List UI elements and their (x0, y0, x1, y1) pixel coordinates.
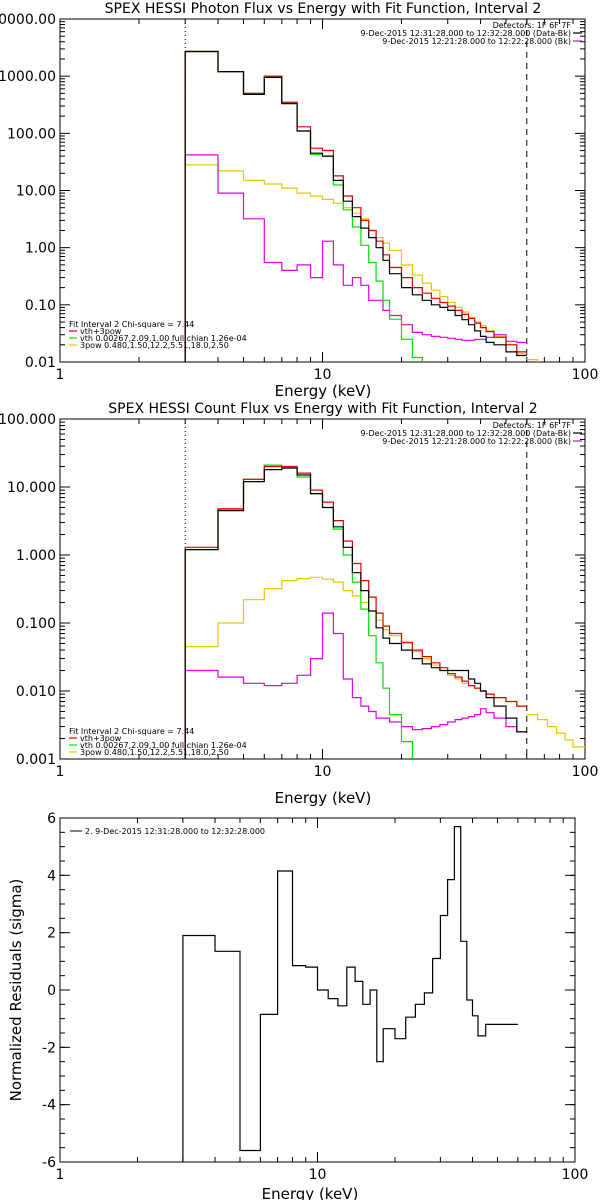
series-yellow-tail-line (526, 359, 539, 362)
series-green-line (184, 464, 413, 759)
legend-fit-interval: Fit Interval 2 Chi-square = 7.44 (69, 727, 194, 736)
panel1-title: SPEX HESSI Photon Flux vs Energy with Fi… (105, 1, 542, 17)
x-tick-label: 1 (56, 1167, 65, 1183)
series-group (184, 464, 585, 759)
y-tick-label: 1000.00 (0, 69, 56, 85)
series-black-line (182, 826, 518, 1162)
series-black-line (184, 467, 527, 759)
x-tick-label: 100 (572, 764, 599, 780)
series-yellow-line (184, 164, 527, 362)
y-tick-label: 1.000 (16, 548, 56, 564)
legend-fit-label: vth+3pow (80, 327, 122, 336)
legend-interval-label: 9-Dec-2015 12:31:28.000 to 12:32:28.000 … (361, 29, 571, 38)
panel3-plot: 1 10 100 -6 -4 -2 0 2 4 6 2. 9-Dec-2015 12:31:28.0… (42, 811, 588, 1183)
y-tick-label: 2 (47, 926, 56, 942)
legend-detectors: Detectors: 1F 6F 7F (493, 21, 572, 30)
y-tick-label: 10.00 (16, 184, 56, 200)
panel2-xlabel: Energy (keV) (275, 789, 372, 807)
series-black-line (184, 50, 527, 362)
y-tick-label: 0 (47, 983, 56, 999)
panel1-xlabel: Energy (keV) (275, 382, 372, 400)
y-tick-label: 10.000 (7, 480, 56, 496)
x-tick-label: 100 (572, 367, 599, 383)
series-yellow-tail-line (526, 714, 585, 748)
y-tick-label: 6 (47, 811, 56, 827)
x-tick-label: 10 (314, 764, 332, 780)
legend-detectors: Detectors: 1F 6F 7F (493, 421, 572, 430)
x-tick-label: 10 (314, 367, 332, 383)
panel2-title: SPEX HESSI Count Flux vs Energy with Fit… (108, 401, 537, 417)
x-tick-label: 100 (562, 1167, 589, 1183)
legend-fit-label: vth 0.00267,2.09,1.00 full chian 1.26e-0… (80, 741, 247, 750)
x-tick-label: 1 (56, 764, 65, 780)
y-tick-label: 1.00 (25, 241, 56, 257)
y-tick-label: 0.01 (25, 355, 56, 371)
legend-residual-label: 2. 9-Dec-2015 12:31:28.000 to 12:32:28.0… (85, 827, 265, 836)
y-tick-label: -4 (42, 1098, 56, 1114)
series-magenta-line (184, 612, 527, 759)
legend-fit-interval: Fit Interval 2 Chi-square = 7.44 (69, 320, 194, 329)
y-tick-label: 4 (47, 868, 56, 884)
y-tick-label: 100.00 (7, 126, 56, 142)
y-tick-label: 0.10 (25, 298, 56, 314)
series-group (184, 50, 539, 362)
y-tick-label: 0.001 (16, 752, 56, 768)
panel3-xlabel: Energy (keV) (262, 1185, 359, 1200)
legend-interval-label: 9-Dec-2015 12:31:28.000 to 12:32:28.000 … (361, 429, 571, 438)
series-red-line (184, 465, 527, 759)
legend-fit-label: vth+3pow (80, 734, 122, 743)
panel3-ylabel: Normalized Residuals (sigma) (7, 879, 25, 1102)
y-tick-label: -2 (42, 1040, 56, 1056)
x-tick-label: 1 (56, 367, 65, 383)
panel2-plot: 1 10 100 0.001 0.010 0.100 1.000 10.000 100.000 D… (0, 412, 598, 780)
y-tick-label: 10000.00 (0, 12, 56, 28)
y-tick-label: 0.100 (16, 616, 56, 632)
legend-interval-label: 9-Dec-2015 12:21:28.000 to 12:22:28.000 … (382, 437, 571, 446)
legend-fit-label: 3pow 0.480,1.50,12.2,5.51,18.0,2.50 (80, 341, 229, 350)
y-tick-label: -6 (42, 1155, 56, 1171)
panel1-plot: 1 10 100 0.01 0.10 1.00 10.00 100.00 1000.00 1000… (0, 12, 598, 383)
legend-interval-label: 9-Dec-2015 12:21:28.000 to 12:22:28.000 … (382, 37, 571, 46)
y-tick-label: 0.010 (16, 684, 56, 700)
x-tick-label: 10 (309, 1167, 327, 1183)
y-tick-label: 100.000 (0, 412, 56, 428)
legend-fit-label: vth 0.00267,2.09,1.00 full chian 1.26e-0… (80, 334, 247, 343)
legend-fit-label: 3pow 0.480,1.50,12.2,5.51,18.0,2.50 (80, 748, 229, 757)
series-group (182, 826, 518, 1162)
